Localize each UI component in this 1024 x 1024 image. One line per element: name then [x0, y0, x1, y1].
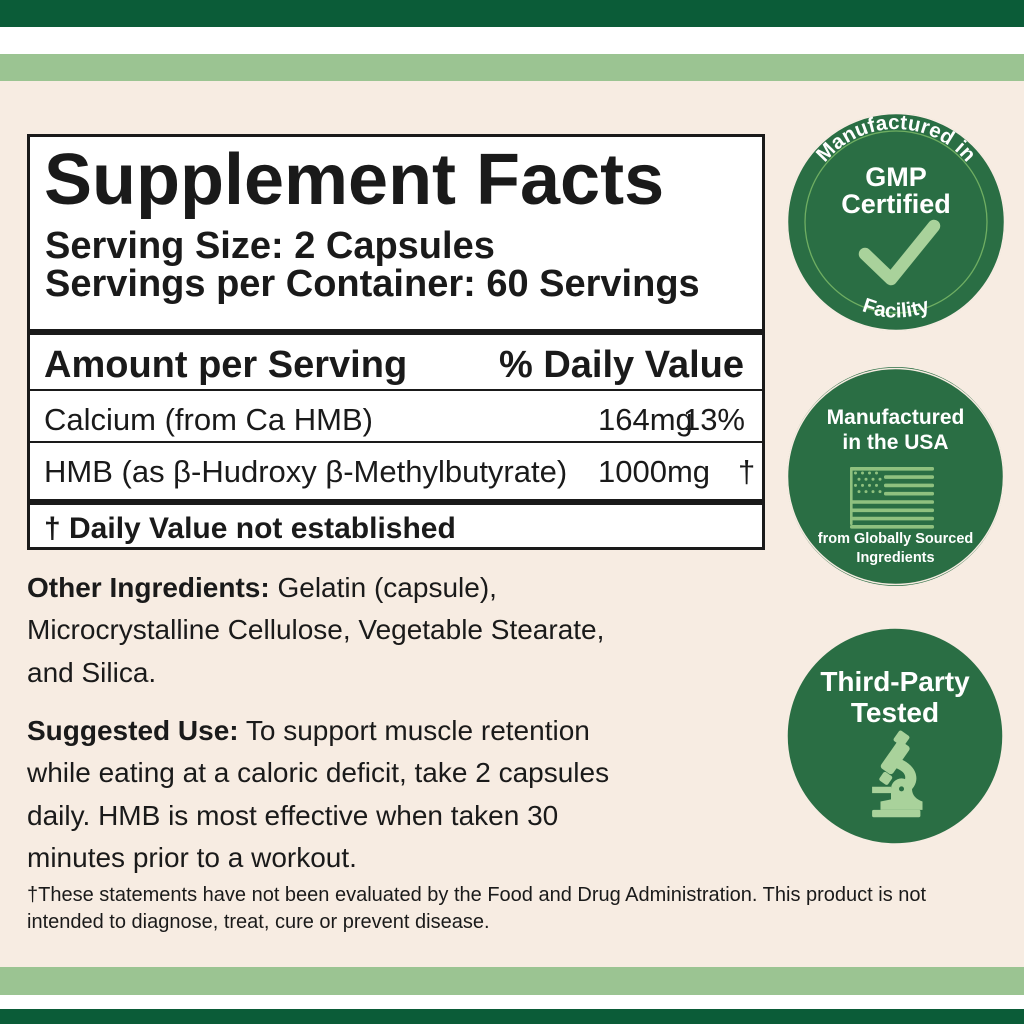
svg-text:Third-Party: Third-Party — [820, 666, 970, 697]
svg-text:Manufactured: Manufactured — [827, 406, 965, 429]
svg-text:Certified: Certified — [841, 189, 951, 219]
svg-text:in the USA: in the USA — [842, 431, 948, 454]
svg-text:GMP: GMP — [865, 162, 927, 192]
svg-text:from Globally Sourced: from Globally Sourced — [818, 531, 974, 547]
svg-text:Ingredients: Ingredients — [856, 550, 934, 566]
svg-text:Tested: Tested — [851, 697, 939, 728]
